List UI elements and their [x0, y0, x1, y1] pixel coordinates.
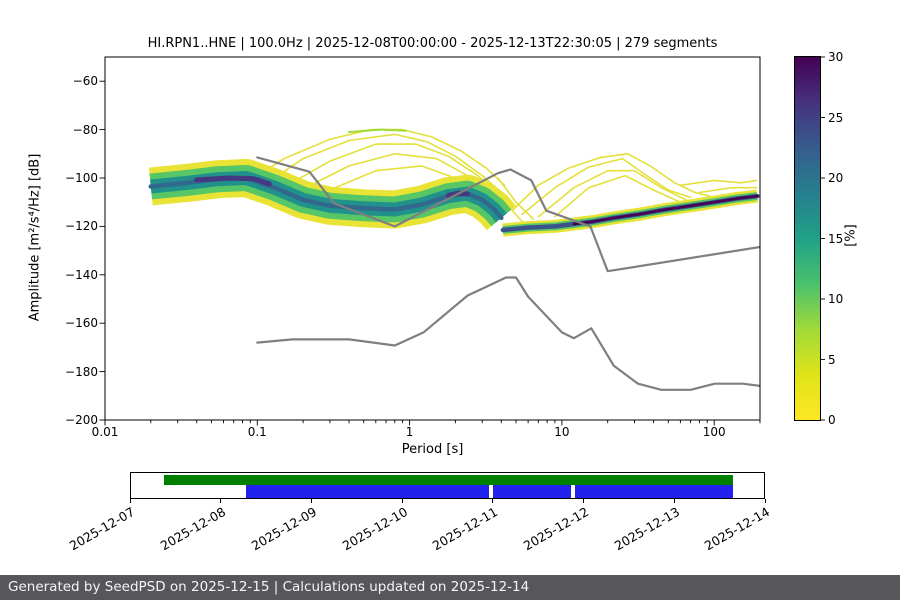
timeline-day-tick: [129, 499, 131, 503]
colorbar-tick-label: 30: [828, 50, 844, 64]
timeline-date-label: 2025-12-13: [611, 504, 682, 554]
colorbar: [794, 56, 821, 421]
footer-text: Generated by SeedPSD on 2025-12-15 | Cal…: [8, 579, 530, 595]
psd-density-stroke: [572, 194, 759, 226]
timeline-psd-segment: [245, 485, 489, 498]
y-tick-label: −160: [65, 316, 98, 331]
colorbar-tick-label: 10: [828, 292, 844, 306]
timeline-day-tick: [220, 499, 222, 503]
y-tick-label: −140: [65, 267, 98, 282]
x-tick-label: 10: [554, 425, 570, 439]
colorbar-tick-label: 15: [828, 231, 844, 246]
psd-density-stroke: [262, 133, 503, 194]
psd-density-stroke: [278, 143, 499, 194]
psd-density-stroke: [679, 179, 758, 187]
psd-plot-canvas: [99, 56, 825, 426]
psd-density-stroke: [194, 175, 272, 187]
timeline-date-label: 2025-12-07: [67, 504, 138, 554]
noise-model-line: [256, 156, 760, 273]
timeline-day-tick: [583, 499, 585, 503]
y-tick-label: −100: [65, 171, 98, 185]
noise-model-line: [256, 276, 760, 391]
y-tick-label: −120: [65, 219, 98, 234]
psd-density-stroke: [497, 177, 535, 220]
plot-title: HI.RPN1..HNE | 100.0Hz | 2025-12-08T00:0…: [147, 36, 718, 51]
colorbar-tick-label: 5: [828, 352, 836, 367]
psd-density-stroke: [537, 169, 687, 218]
x-tick-label: 1: [405, 425, 414, 439]
colorbar-tick-label: 0: [828, 413, 836, 427]
timeline-date-label: 2025-12-12: [520, 504, 592, 554]
timeline-day-tick: [764, 499, 766, 503]
psd-density-stroke: [348, 128, 408, 133]
footer-bar: Generated by SeedPSD on 2025-12-15 | Cal…: [0, 575, 900, 600]
x-tick-label: 0.01: [91, 425, 119, 439]
timeline-day-tick: [673, 499, 675, 503]
psd-density-stroke: [512, 153, 716, 211]
psd-density-stroke: [554, 174, 682, 218]
timeline-psd-segment: [574, 485, 734, 498]
colorbar-tick-label: 25: [828, 110, 844, 125]
axes-frame: [104, 56, 761, 421]
timeline-day-tick: [401, 499, 403, 503]
x-tick-label: 100: [702, 425, 726, 439]
timeline-date-label: 2025-12-08: [157, 504, 229, 554]
timeline-day-tick: [492, 499, 494, 503]
timeline-date-label: 2025-12-14: [702, 504, 773, 554]
x-tick-label: 0.1: [247, 425, 267, 439]
y-tick-label: −60: [72, 74, 98, 89]
timeline-psd-segment: [492, 485, 571, 498]
colorbar-tick-label: 20: [828, 171, 844, 185]
psd-density-stroke: [698, 186, 758, 194]
timeline-date-label: 2025-12-10: [339, 504, 410, 554]
timeline-date-label: 2025-12-09: [248, 504, 319, 554]
timeline-availability-segment: [163, 475, 734, 485]
y-tick-label: −180: [65, 364, 98, 379]
timeline-day-tick: [310, 499, 312, 503]
x-axis-label: Period [s]: [401, 442, 464, 457]
y-tick-label: −80: [72, 122, 98, 137]
y-tick-label: −200: [65, 413, 98, 427]
timeline-coverage-bar: [130, 472, 765, 499]
timeline-date-label: 2025-12-11: [429, 504, 501, 554]
psd-density-stroke: [521, 157, 692, 216]
psd-density-stroke: [249, 128, 506, 187]
